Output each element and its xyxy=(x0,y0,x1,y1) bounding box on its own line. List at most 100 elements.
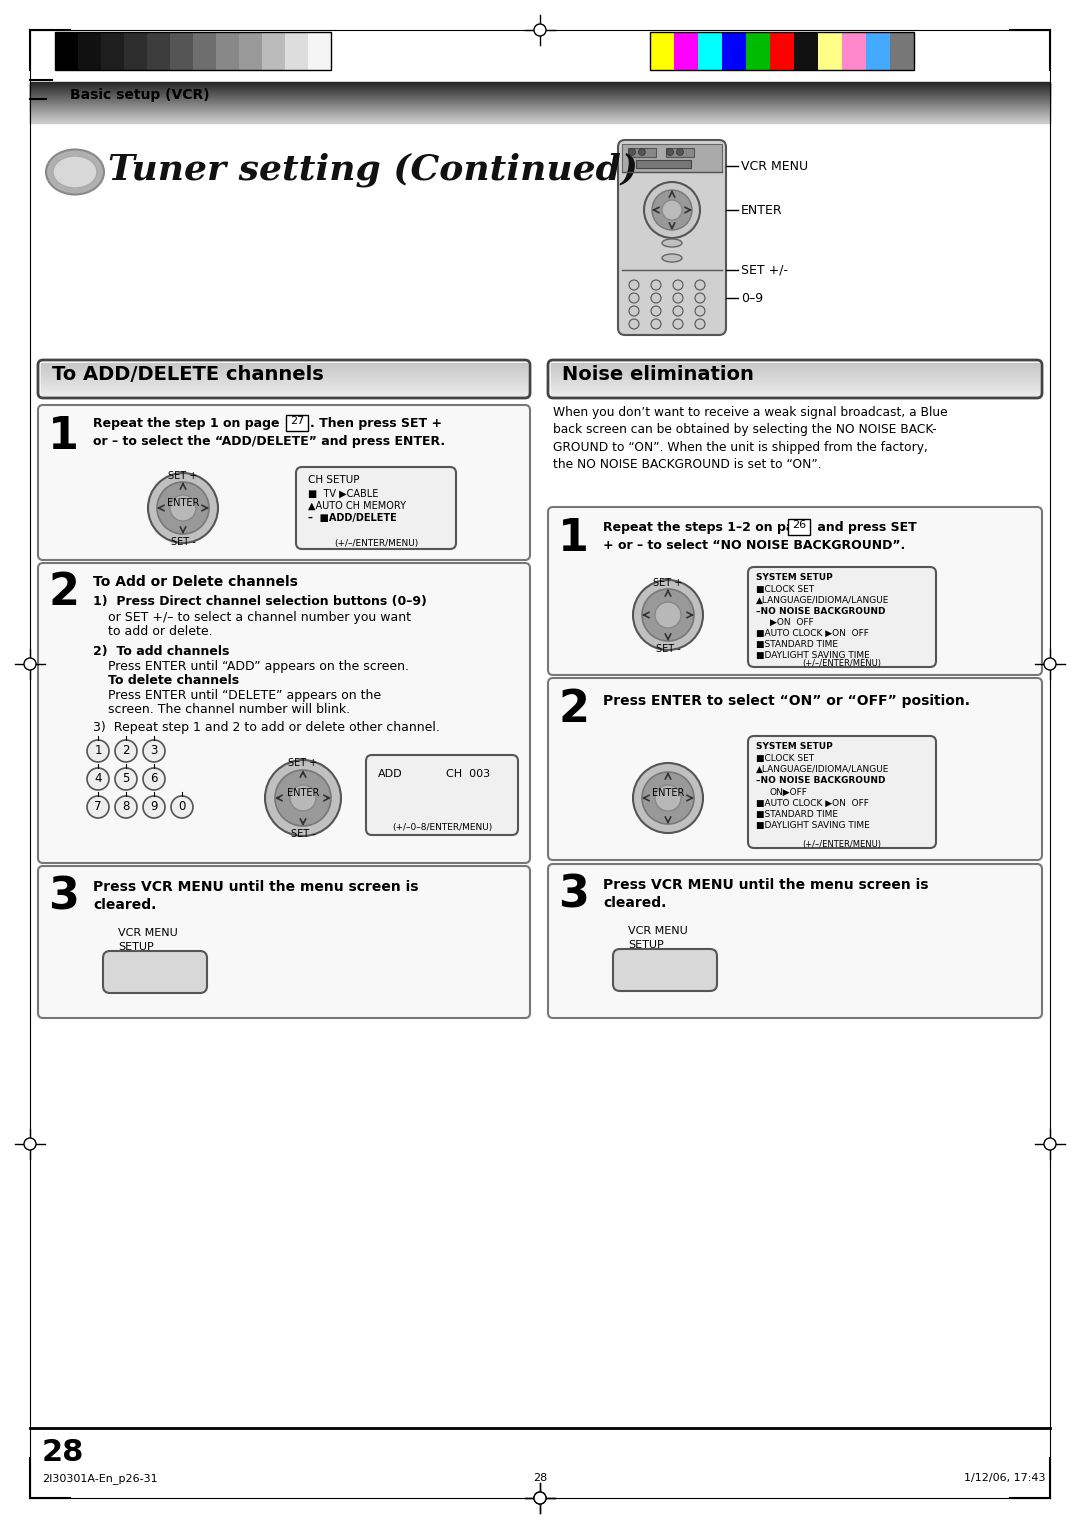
Bar xyxy=(627,148,656,157)
Text: Repeat the step 1 on page: Repeat the step 1 on page xyxy=(93,417,280,429)
Text: 8: 8 xyxy=(122,801,130,813)
Circle shape xyxy=(662,200,681,220)
Bar xyxy=(286,416,308,431)
FancyBboxPatch shape xyxy=(38,866,530,1018)
FancyBboxPatch shape xyxy=(613,949,717,992)
Bar xyxy=(788,520,810,535)
Bar xyxy=(216,32,239,70)
Text: and press SET: and press SET xyxy=(813,521,917,533)
Text: 9: 9 xyxy=(150,801,158,813)
Bar xyxy=(794,32,818,70)
FancyBboxPatch shape xyxy=(548,678,1042,860)
Circle shape xyxy=(666,148,674,156)
Circle shape xyxy=(534,24,546,37)
Text: 7: 7 xyxy=(94,801,102,813)
Text: 6: 6 xyxy=(150,773,158,785)
Bar xyxy=(308,32,330,70)
Bar xyxy=(262,32,285,70)
Text: screen. The channel number will blink.: screen. The channel number will blink. xyxy=(108,703,350,717)
Text: (+/–/ENTER/MENU): (+/–/ENTER/MENU) xyxy=(802,840,881,850)
Text: –NO NOISE BACKGROUND: –NO NOISE BACKGROUND xyxy=(756,776,886,785)
Bar xyxy=(285,32,308,70)
Text: 3: 3 xyxy=(558,874,589,917)
Text: CH SETUP: CH SETUP xyxy=(308,475,360,484)
Bar xyxy=(147,32,170,70)
Circle shape xyxy=(143,740,165,762)
Bar xyxy=(723,32,746,70)
Ellipse shape xyxy=(46,150,104,194)
Text: 2: 2 xyxy=(122,744,130,758)
Text: 1: 1 xyxy=(558,516,589,559)
Circle shape xyxy=(629,319,639,329)
Circle shape xyxy=(114,796,137,817)
FancyBboxPatch shape xyxy=(748,567,936,668)
Text: Press VCR MENU until the menu screen is: Press VCR MENU until the menu screen is xyxy=(93,880,419,894)
Circle shape xyxy=(114,740,137,762)
Text: SYSTEM SETUP: SYSTEM SETUP xyxy=(756,573,833,582)
Circle shape xyxy=(673,280,683,290)
Text: 1: 1 xyxy=(94,744,102,758)
Text: cleared.: cleared. xyxy=(93,898,157,912)
Text: 2: 2 xyxy=(558,688,589,730)
Text: ■DAYLIGHT SAVING TIME: ■DAYLIGHT SAVING TIME xyxy=(756,651,869,660)
FancyBboxPatch shape xyxy=(38,405,530,559)
Text: To Add or Delete channels: To Add or Delete channels xyxy=(93,575,298,588)
Text: 28: 28 xyxy=(532,1473,548,1484)
Text: ■CLOCK SET: ■CLOCK SET xyxy=(756,753,814,762)
Text: Basic setup (VCR): Basic setup (VCR) xyxy=(70,89,210,102)
Text: 3: 3 xyxy=(48,876,79,918)
Text: 0: 0 xyxy=(178,801,186,813)
Bar xyxy=(78,32,102,70)
Text: ▲AUTO CH MEMORY: ▲AUTO CH MEMORY xyxy=(308,501,406,510)
Circle shape xyxy=(696,293,705,303)
Circle shape xyxy=(143,796,165,817)
Circle shape xyxy=(652,189,692,231)
Bar xyxy=(746,32,770,70)
Bar xyxy=(770,32,794,70)
Text: 3: 3 xyxy=(150,744,158,758)
Text: ■  TV ▶CABLE: ■ TV ▶CABLE xyxy=(308,489,378,500)
Circle shape xyxy=(1044,1138,1056,1151)
Text: . Then press SET +: . Then press SET + xyxy=(310,417,442,429)
Text: Press ENTER to select “ON” or “OFF” position.: Press ENTER to select “ON” or “OFF” posi… xyxy=(603,694,970,707)
Bar xyxy=(55,32,78,70)
Circle shape xyxy=(629,293,639,303)
Circle shape xyxy=(633,762,703,833)
Circle shape xyxy=(1044,659,1056,669)
Text: SET -: SET - xyxy=(656,643,680,654)
Text: ADD: ADD xyxy=(378,769,403,779)
Bar xyxy=(866,32,890,70)
Circle shape xyxy=(651,319,661,329)
Text: or SET +/– to select a channel number you want: or SET +/– to select a channel number yo… xyxy=(108,611,411,623)
Text: SETUP: SETUP xyxy=(118,941,153,952)
Text: ▲LANGUAGE/IDIOMA/LANGUE: ▲LANGUAGE/IDIOMA/LANGUE xyxy=(756,766,889,775)
Bar xyxy=(818,32,842,70)
FancyBboxPatch shape xyxy=(296,468,456,549)
Text: SET -: SET - xyxy=(291,830,315,839)
FancyBboxPatch shape xyxy=(548,507,1042,675)
Circle shape xyxy=(651,293,661,303)
Circle shape xyxy=(170,495,195,521)
Text: ■DAYLIGHT SAVING TIME: ■DAYLIGHT SAVING TIME xyxy=(756,821,869,830)
Bar xyxy=(102,32,124,70)
Text: Noise elimination: Noise elimination xyxy=(562,365,754,384)
Ellipse shape xyxy=(53,156,97,188)
Text: 2I30301A-En_p26-31: 2I30301A-En_p26-31 xyxy=(42,1473,158,1484)
Text: 4: 4 xyxy=(94,773,102,785)
Circle shape xyxy=(676,148,684,156)
Text: 1)  Press Direct channel selection buttons (0–9): 1) Press Direct channel selection button… xyxy=(93,594,427,608)
Text: ■STANDARD TIME: ■STANDARD TIME xyxy=(756,810,838,819)
Text: ■AUTO CLOCK ▶ON  OFF: ■AUTO CLOCK ▶ON OFF xyxy=(756,799,869,808)
Circle shape xyxy=(651,306,661,316)
Text: 1: 1 xyxy=(48,416,79,458)
Circle shape xyxy=(629,280,639,290)
Circle shape xyxy=(651,280,661,290)
Bar xyxy=(636,160,691,168)
Text: Tuner setting (Continued): Tuner setting (Continued) xyxy=(108,151,638,186)
Text: SETUP: SETUP xyxy=(627,940,664,950)
Ellipse shape xyxy=(662,238,681,248)
Text: 2)  To add channels: 2) To add channels xyxy=(93,645,229,659)
Text: VCR MENU: VCR MENU xyxy=(627,926,688,937)
Text: 1/12/06, 17:43: 1/12/06, 17:43 xyxy=(963,1473,1045,1484)
Circle shape xyxy=(87,740,109,762)
